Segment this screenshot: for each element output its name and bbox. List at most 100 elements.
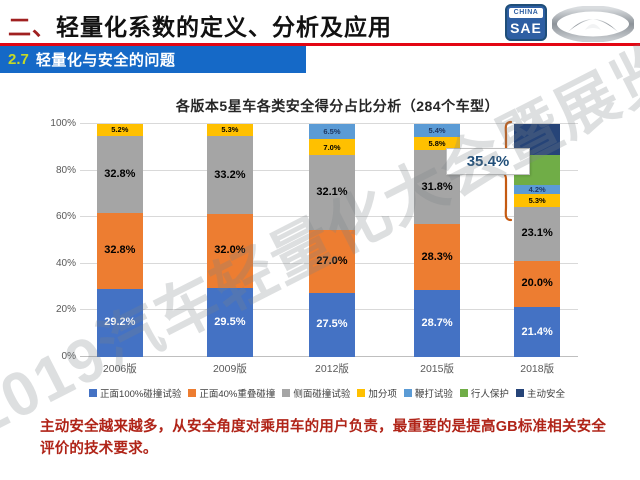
bar-segment: 7.0% xyxy=(308,139,355,156)
bar-segment: 5.3% xyxy=(514,194,561,207)
bar-segment-label: 33.2% xyxy=(214,168,246,181)
gridline xyxy=(80,123,578,124)
bar-segment-label: 29.5% xyxy=(214,316,246,329)
x-axis-labels: 2006版 2009版 2012版 2015版 2018版 xyxy=(80,361,578,375)
bar-2009版: 29.5% 32.0% 33.2% 5.3% xyxy=(206,124,253,357)
bar-segment: 29.5% xyxy=(206,288,253,357)
legend-item: 鞭打试验 xyxy=(403,386,453,400)
legend-swatch-icon xyxy=(403,389,412,397)
y-axis-tick-label: 20% xyxy=(55,304,76,316)
bar-segment: 33.2% xyxy=(206,136,253,214)
y-axis-tick-label: 0% xyxy=(61,351,76,362)
bar-segment: 20.0% xyxy=(514,260,561,308)
legend-item: 侧面碰撞试验 xyxy=(282,386,350,400)
x-axis-label: 2012版 xyxy=(315,363,349,375)
legend-label: 鞭打试验 xyxy=(414,389,453,400)
bar-segment-label: 32.8% xyxy=(104,244,136,257)
legend-swatch-icon xyxy=(515,389,524,397)
china-sae-logo: CHINA SAE xyxy=(505,4,547,41)
bar-segment: 27.0% xyxy=(308,230,355,293)
bar-segment: 6.5% xyxy=(308,124,355,140)
bar-segment-label: 5.4% xyxy=(428,125,446,135)
bar-segment-label: 28.3% xyxy=(421,250,453,263)
bar-segment-label: 29.2% xyxy=(104,316,136,329)
x-axis-label: 2009版 xyxy=(212,363,247,375)
x-axis-label: 2015版 xyxy=(420,363,454,375)
bar-segment-label: 27.0% xyxy=(316,255,348,268)
chart-title: 各版本5星车各类安全得分占比分析（284个车型） xyxy=(175,98,500,114)
subsection-number: 2.7 xyxy=(8,51,29,68)
bar-segment-label: 5.3% xyxy=(528,195,546,205)
bar-2012版: 27.5% 27.0% 32.1% 7.0% 6.5% xyxy=(308,124,355,357)
legend-item: 行人保护 xyxy=(459,386,509,400)
legend-label: 主动安全 xyxy=(526,389,565,400)
bar-segment: 5.2% xyxy=(96,124,143,137)
footer-note: 主动安全越来越多，从安全角度对乘用车的用户负责，最重要的是提高GB标准相关安全评… xyxy=(40,419,607,458)
chery-logo xyxy=(552,6,634,42)
bar-segment-label: 23.1% xyxy=(521,227,553,240)
china-sae-logo-china-text: CHINA xyxy=(509,8,543,18)
legend-item: 加分项 xyxy=(357,386,397,400)
bar-segment-label: 7.0% xyxy=(323,142,341,152)
bar-segment: 29.2% xyxy=(96,288,143,357)
bar-segment-label: 32.1% xyxy=(316,186,348,199)
bar-segment: 28.7% xyxy=(414,290,461,357)
legend-item: 正面40%重叠碰撞 xyxy=(188,386,275,400)
bar-segment: 32.8% xyxy=(96,212,143,289)
bar-segment: 27.5% xyxy=(308,292,355,357)
bar-segment-label: 32.0% xyxy=(214,244,246,257)
bar-2015版: 28.7% 28.3% 31.8% 5.8% 5.4% xyxy=(414,124,461,357)
bar-segment: 28.3% xyxy=(414,224,461,291)
legend-label: 正面100%碰撞试验 xyxy=(100,389,182,400)
legend-item: 正面100%碰撞试验 xyxy=(89,386,181,400)
subsection-banner: 2.7 轻量化与安全的问题 xyxy=(0,46,306,73)
section-number: 二、 xyxy=(8,14,56,40)
bar-2018版: 21.4% 20.0% 23.1% 5.3% 4.2% xyxy=(514,124,561,357)
x-axis-label: 2006版 xyxy=(102,363,137,375)
subsection-title: 轻量化与安全的问题 xyxy=(35,52,176,69)
section-title: 轻量化系数的定义、分析及应用 xyxy=(56,14,392,40)
bar-segment: 5.3% xyxy=(206,124,253,137)
bar-segment-label: 5.3% xyxy=(221,125,239,135)
bar-segment-label: 21.4% xyxy=(521,325,553,338)
y-axis-tick-label: 40% xyxy=(55,257,76,269)
plot-area: 0% 20% 40% 60% 80% 100% 29.2% 32.8% 32.8% 5.2% 29.… xyxy=(50,118,578,362)
legend-swatch-icon xyxy=(188,389,197,397)
bar-segment-label: 5.2% xyxy=(111,125,129,135)
legend-swatch-icon xyxy=(282,389,291,397)
legend-swatch-icon xyxy=(459,389,468,397)
bar-segment-label: 32.8% xyxy=(104,167,136,180)
bar-segment: 21.4% xyxy=(514,307,561,357)
legend-label: 侧面碰撞试验 xyxy=(293,389,351,400)
annotation-box: 35.4% xyxy=(446,148,530,175)
page-title: 二、轻量化系数的定义、分析及应用 xyxy=(8,8,392,42)
legend-item: 主动安全 xyxy=(515,386,565,400)
bar-segment-label: 6.5% xyxy=(323,126,341,136)
legend-swatch-icon xyxy=(89,389,98,397)
annotation-value: 35.4% xyxy=(466,153,510,170)
legend-label: 加分项 xyxy=(368,389,397,400)
legend: 正面100%碰撞试验 正面40%重叠碰撞 侧面碰撞试验 加分项 鞭打试验 行人保护 主动安全 xyxy=(62,386,592,400)
bar-segment: 32.8% xyxy=(96,136,143,213)
bar-segment: 23.1% xyxy=(514,206,561,261)
bar-segment-label: 20.0% xyxy=(521,277,553,290)
x-axis-label: 2018版 xyxy=(520,363,555,375)
bar-segment: 4.2% xyxy=(514,184,561,195)
china-sae-logo-sae-text: SAE xyxy=(510,20,542,36)
y-axis-tick-label: 80% xyxy=(55,164,76,176)
y-axis-tick-label: 100% xyxy=(50,118,76,129)
bar-segment-label: 5.8% xyxy=(428,138,446,148)
legend-label: 行人保护 xyxy=(470,389,509,400)
bar-segment-label: 4.2% xyxy=(528,184,546,194)
bar-segment-label: 28.7% xyxy=(421,317,453,330)
y-axis-tick-label: 60% xyxy=(55,211,76,223)
bar-2006版: 29.2% 32.8% 32.8% 5.2% xyxy=(96,124,143,357)
legend-label: 正面40%重叠碰撞 xyxy=(199,389,276,400)
bar-segment: 5.8% xyxy=(414,136,461,151)
bar-segment-label: 27.5% xyxy=(316,318,348,331)
bar-segment: 5.4% xyxy=(414,124,461,137)
header-divider xyxy=(0,43,640,46)
legend-swatch-icon xyxy=(357,389,366,397)
bar-segment: 32.0% xyxy=(206,213,253,289)
